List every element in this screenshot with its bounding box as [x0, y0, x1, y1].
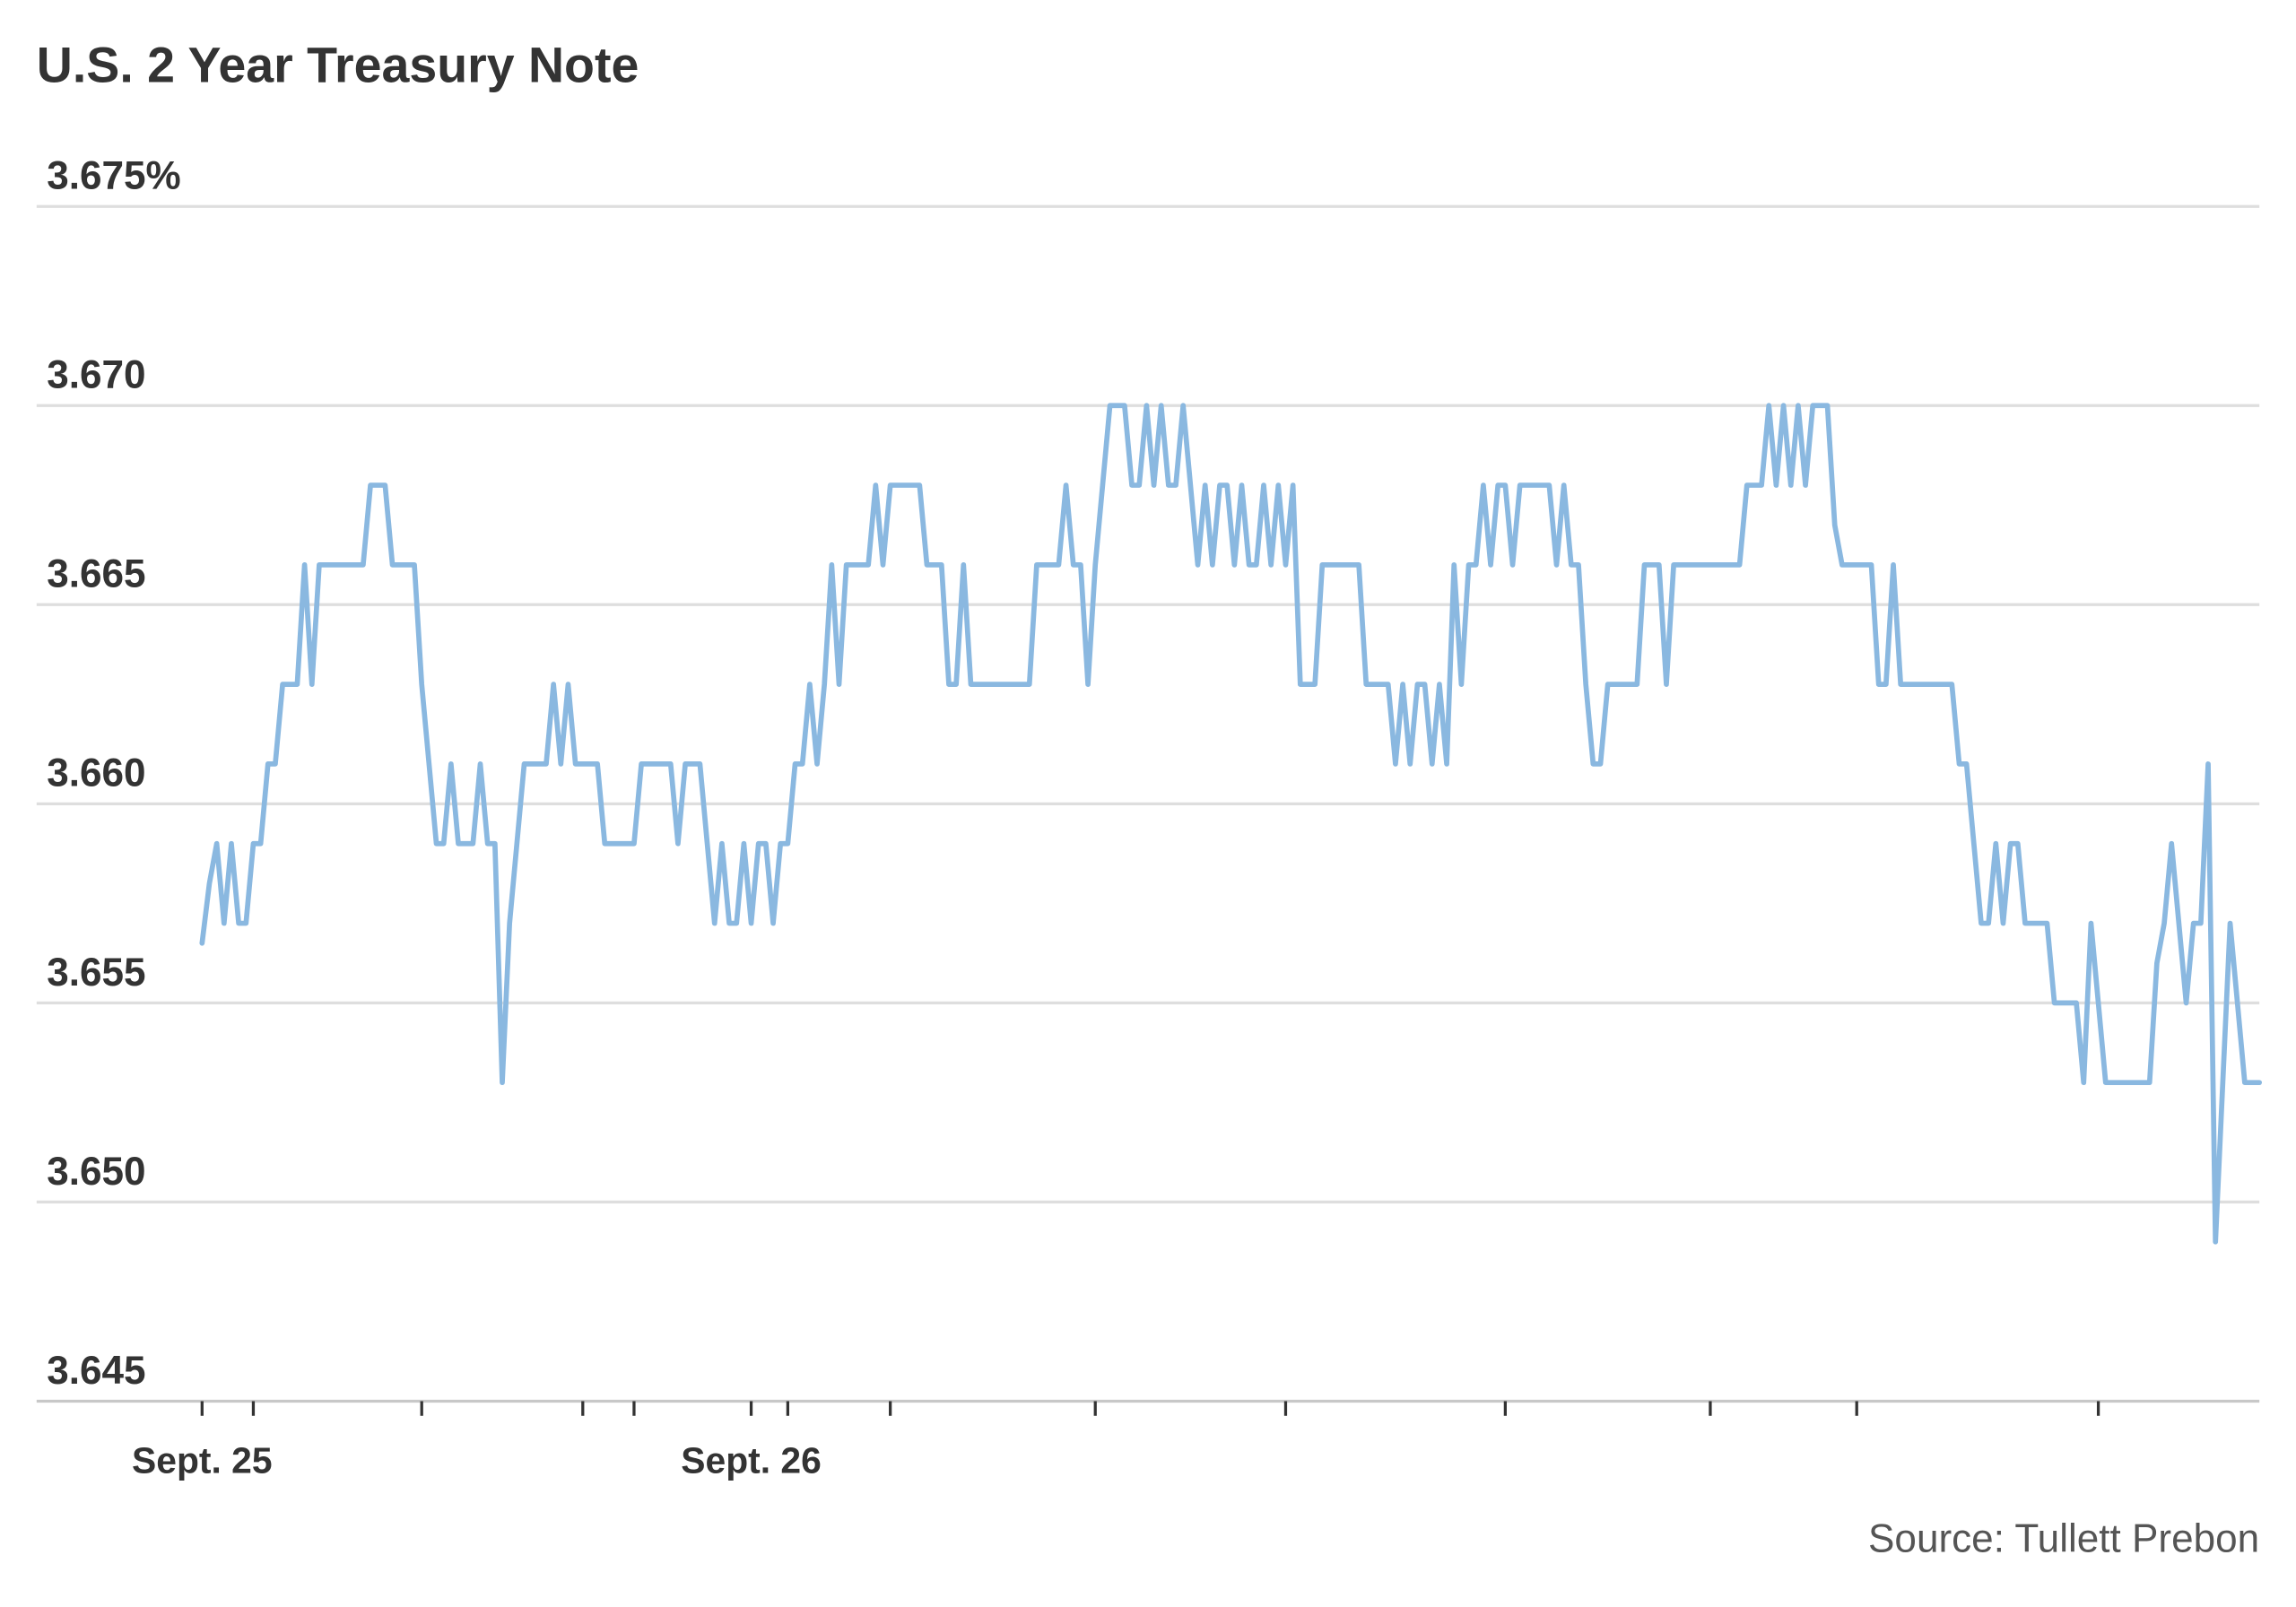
y-tick-label: 3.675% — [47, 154, 181, 198]
source-note: Source: Tullett Prebon — [1868, 1517, 2259, 1561]
y-tick-label: 3.670 — [47, 353, 145, 397]
y-tick-label: 3.650 — [47, 1150, 145, 1194]
price-line — [199, 403, 2263, 1245]
y-tick-label: 3.645 — [47, 1349, 145, 1393]
x-tick-label: Sept. 26 — [681, 1439, 821, 1481]
x-tick-label: Sept. 25 — [132, 1439, 272, 1481]
y-tick-label: 3.660 — [47, 751, 145, 795]
y-tick-label: 3.655 — [47, 951, 145, 995]
chart-title: U.S. 2 Year Treasury Note — [37, 37, 639, 92]
y-tick-label: 3.665 — [47, 552, 145, 596]
